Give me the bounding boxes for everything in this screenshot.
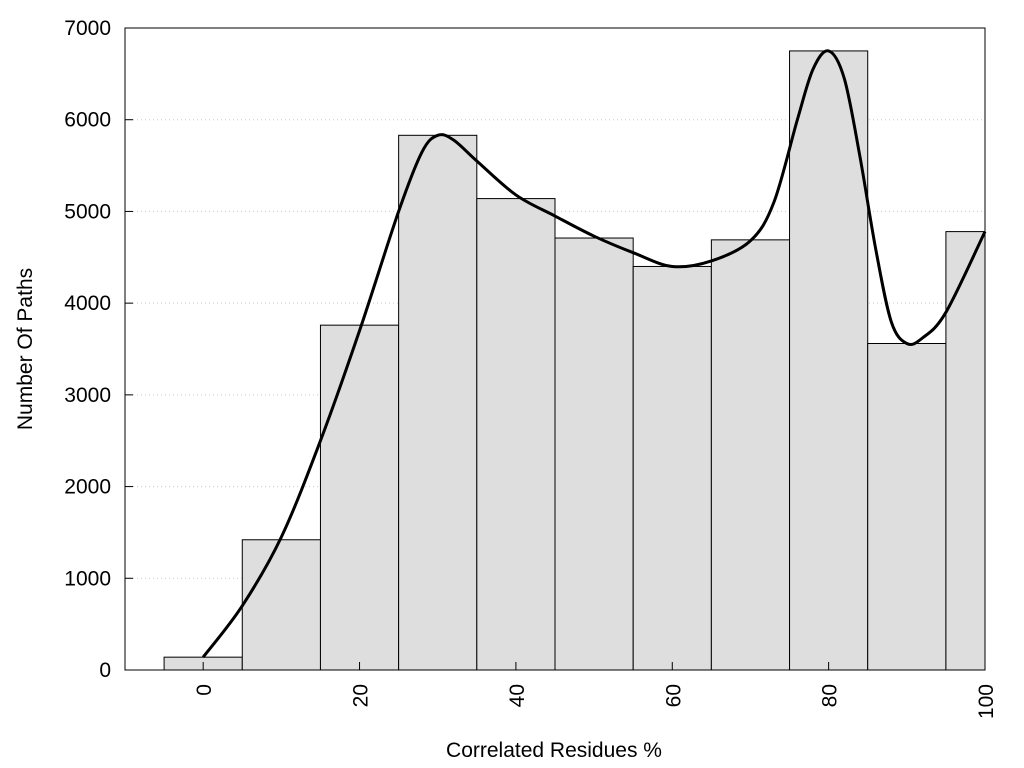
- x-axis-ticks: 0 20 40 60 80 100: [193, 662, 998, 719]
- y-tick-label-0: 0: [99, 659, 111, 682]
- bar-40: [476, 198, 556, 671]
- y-tick-label-2000: 2000: [64, 476, 111, 499]
- y-tick-label-4000: 4000: [64, 292, 111, 315]
- density-curve: [201, 49, 987, 659]
- plot-frame: [124, 27, 986, 671]
- x-tick-label-20: 20: [350, 684, 373, 707]
- y-axis-ticks: 0 1000 2000 3000 4000 5000 6000 7000: [64, 17, 133, 682]
- bar-20: [319, 324, 400, 671]
- x-tick-label-40: 40: [506, 684, 529, 707]
- bar-30: [398, 134, 478, 671]
- bar-90: [867, 342, 947, 671]
- x-tick-label-60: 60: [662, 684, 685, 707]
- bar-60: [632, 265, 712, 671]
- x-tick-label-100: 100: [975, 684, 998, 719]
- y-tick-label-7000: 7000: [64, 17, 111, 40]
- y-tick-label-1000: 1000: [64, 567, 111, 590]
- y-axis-title: Number Of Paths: [14, 268, 37, 430]
- y-tick-label-5000: 5000: [64, 200, 111, 223]
- bar-10: [241, 539, 321, 671]
- x-axis-title: Correlated Residues %: [446, 739, 662, 762]
- x-tick-label-80: 80: [819, 684, 842, 707]
- bar-100: [945, 231, 986, 671]
- y-tick-label-3000: 3000: [64, 384, 111, 407]
- bar-70: [710, 239, 791, 671]
- x-tick-label-0: 0: [193, 684, 216, 696]
- bar-50: [554, 237, 634, 671]
- bars: [163, 50, 986, 671]
- bar-80: [789, 50, 869, 671]
- y-tick-label-6000: 6000: [64, 109, 111, 132]
